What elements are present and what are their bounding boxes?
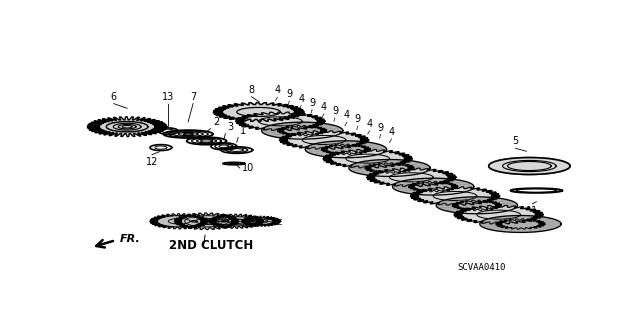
Polygon shape [367, 168, 456, 187]
Text: 10: 10 [242, 163, 254, 173]
Text: SCVAA0410: SCVAA0410 [458, 263, 506, 272]
Polygon shape [174, 213, 239, 230]
Text: 1: 1 [240, 126, 246, 136]
Polygon shape [242, 216, 280, 226]
Text: 4: 4 [321, 102, 327, 112]
Text: 4: 4 [344, 110, 350, 120]
Polygon shape [236, 112, 325, 130]
Polygon shape [454, 205, 543, 224]
Text: 9: 9 [286, 89, 292, 99]
Text: 4: 4 [275, 85, 280, 95]
Polygon shape [209, 214, 264, 228]
Polygon shape [88, 117, 167, 137]
Text: FR.: FR. [120, 234, 140, 244]
Polygon shape [280, 131, 369, 149]
Polygon shape [349, 160, 430, 176]
Polygon shape [392, 178, 474, 195]
Text: 4: 4 [388, 127, 394, 137]
Text: 13: 13 [162, 92, 175, 102]
Text: 5: 5 [513, 136, 518, 146]
Text: 3: 3 [227, 122, 233, 132]
Text: 4: 4 [298, 93, 304, 104]
Text: 12: 12 [146, 157, 158, 167]
Polygon shape [489, 158, 570, 174]
Polygon shape [262, 122, 343, 139]
Text: 2ND CLUTCH: 2ND CLUTCH [170, 239, 253, 252]
Polygon shape [305, 141, 387, 158]
Text: 2: 2 [213, 117, 219, 127]
Text: 9: 9 [355, 114, 361, 124]
Polygon shape [436, 197, 518, 214]
Polygon shape [489, 158, 570, 174]
Text: 9: 9 [378, 122, 383, 133]
Text: 8: 8 [248, 85, 255, 95]
Polygon shape [480, 216, 561, 233]
Text: 7: 7 [190, 92, 196, 102]
Text: 4: 4 [367, 119, 372, 129]
Polygon shape [213, 103, 304, 121]
Polygon shape [323, 149, 412, 168]
Text: 6: 6 [111, 92, 116, 102]
Text: 9: 9 [332, 106, 338, 116]
Polygon shape [223, 162, 244, 165]
Text: 11: 11 [526, 206, 538, 216]
Polygon shape [150, 214, 209, 229]
Polygon shape [410, 187, 500, 205]
Text: 9: 9 [309, 98, 315, 108]
